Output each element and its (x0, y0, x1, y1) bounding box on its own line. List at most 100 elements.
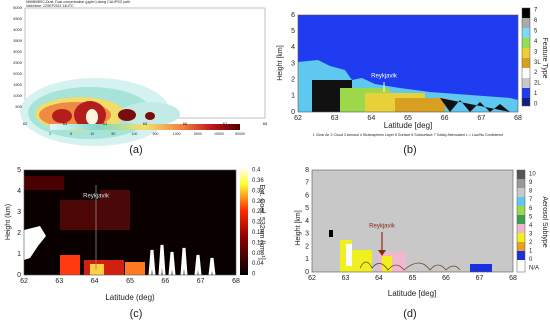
x-tick-label: 63 (63, 121, 68, 126)
panel-header: NMMB/BSC-Dust: Dust concentration (µg/m³… (26, 0, 130, 4)
panel-label: (a) (129, 144, 142, 156)
colorbar-title: Feature Type (541, 37, 548, 78)
colorbar-tick-label: 9 (529, 180, 533, 186)
colorbar-tick-label: 10 (90, 132, 94, 136)
colorbar-tick-label: 0.32 (252, 188, 264, 194)
colorbar-tick-label: 0 (534, 102, 538, 108)
y-tick-label: 5 (17, 167, 21, 174)
x-tick-label: 67 (477, 115, 485, 122)
colorbar-tick-label: 3L (534, 60, 541, 66)
y-tick-label: 5 (291, 28, 295, 35)
y-tick-label: 6 (291, 12, 295, 19)
colorbar-tick-label: 0.24 (252, 209, 264, 215)
y-tick-label: 3 (305, 231, 309, 238)
y-tick-label: 0 (305, 269, 309, 276)
colorbar-tick-label: 7 (534, 8, 538, 14)
x-tick-label: 65 (404, 115, 412, 122)
y-tick-label: 4000 (13, 27, 23, 32)
y-tick-label: 1 (291, 93, 295, 100)
colorbar-tick-label: 0.4 (252, 168, 261, 174)
x-tick-label: 62 (294, 115, 302, 122)
y-axis-label: Height [km] (295, 210, 302, 245)
x-tick-label: 63 (342, 275, 350, 282)
panel-label: (b) (403, 144, 416, 156)
y-tick-label: 2 (291, 77, 295, 84)
panel-a (20, 7, 266, 146)
colorbar-tick-label: 500 (153, 132, 159, 136)
y-tick-label: 1 (17, 251, 21, 258)
x-tick-label: 62 (308, 275, 316, 282)
y-tick-label: 5 (305, 205, 309, 212)
colorbar-tick-label: 1 (534, 91, 538, 97)
colorbar-tick-label: 4 (534, 39, 538, 45)
y-tick-label: 4 (291, 44, 295, 51)
colorbar-tick-label: 0 (529, 257, 533, 263)
colorbar-tick-label: 3 (529, 231, 533, 237)
colorbar-tick-label: 5000 (194, 132, 202, 136)
colorbar-tick-label: 7 (529, 197, 533, 203)
colorbar-tick-label: 8 (529, 189, 533, 195)
colorbar-tick-label: 50 (111, 132, 115, 136)
colorbar-tick-label: 1 (49, 132, 51, 136)
colorbar-title: Ext. Coef. 532nm [km⁻¹] (258, 184, 265, 259)
y-tick-label: 2 (305, 243, 309, 250)
x-tick-label: 65 (409, 275, 417, 282)
x-tick-label: 68 (514, 115, 522, 122)
x-tick-label: 68 (263, 121, 268, 126)
colorbar-tick-label: 1000 (173, 132, 181, 136)
y-tick-label: 3 (291, 60, 295, 67)
x-axis-label: Latitude [deg] (388, 289, 436, 298)
colorbar-tick-label: 0.16 (252, 230, 264, 236)
x-tick-label: 63 (331, 115, 339, 122)
colorbar-tick-label: 0.2 (252, 220, 261, 226)
x-tick-label: 65 (143, 121, 148, 126)
colorbar-tick-label: 1 (529, 248, 533, 254)
y-tick-label: 5000 (13, 5, 23, 10)
y-tick-label: 0 (291, 109, 295, 116)
y-tick-label: 500 (15, 104, 22, 109)
colorbar-tick-label: 5 (70, 132, 72, 136)
annotation: Reykjavik (83, 194, 110, 200)
panel-d (311, 169, 526, 273)
colorbar-tick-label: 5 (534, 28, 538, 34)
y-tick-label: 2500 (13, 60, 23, 65)
colorbar-tick-label: 0 (252, 272, 256, 278)
panel-c (23, 168, 248, 276)
y-tick-label: 3500 (13, 38, 23, 43)
x-tick-label: 66 (441, 115, 449, 122)
y-tick-label: 6 (305, 192, 309, 199)
panel-label: (c) (130, 308, 143, 320)
x-axis-label: Latitude (deg) (105, 293, 155, 302)
colorbar-tick-label: 0.08 (252, 251, 264, 257)
colorbar-tick-label: 4 (529, 223, 533, 229)
colorbar-tick-label: 50000 (235, 132, 245, 136)
colorbar-tick-label: 6 (534, 18, 538, 24)
x-tick-label: 66 (161, 278, 169, 285)
colorbar-title: Aerosol Subtype (541, 196, 548, 247)
colorbar-tick-label: 5 (529, 214, 533, 220)
x-tick-label: 67 (197, 278, 205, 285)
x-tick-label: 62 (20, 278, 28, 285)
y-tick-label: 1500 (13, 82, 23, 87)
x-tick-label: 64 (367, 115, 375, 122)
colorbar-tick-label: 100 (132, 132, 138, 136)
y-tick-label: 2000 (13, 71, 23, 76)
y-tick-label: 0 (17, 272, 21, 279)
y-tick-label: 1000 (13, 93, 23, 98)
y-tick-label: 4 (305, 218, 309, 225)
x-tick-label: 64 (375, 275, 383, 282)
panel-label: (d) (403, 308, 416, 320)
y-axis-label: Height [km] (277, 45, 284, 80)
y-tick-label: 4 (17, 188, 21, 195)
colorbar-tick-label: 3 (534, 49, 538, 55)
y-tick-label: 2 (17, 230, 21, 237)
colorbar-tick-label: 0.28 (252, 199, 264, 205)
y-tick-label: 3000 (13, 49, 23, 54)
x-tick-label: 63 (55, 278, 63, 285)
x-tick-label: 65 (126, 278, 134, 285)
colorbar-tick-label: 0.04 (252, 261, 264, 267)
annotation: Reykjavik (369, 224, 396, 230)
colorbar-tick-label: 2 (529, 240, 533, 246)
colorbar-tick-label: 2L (534, 81, 541, 87)
